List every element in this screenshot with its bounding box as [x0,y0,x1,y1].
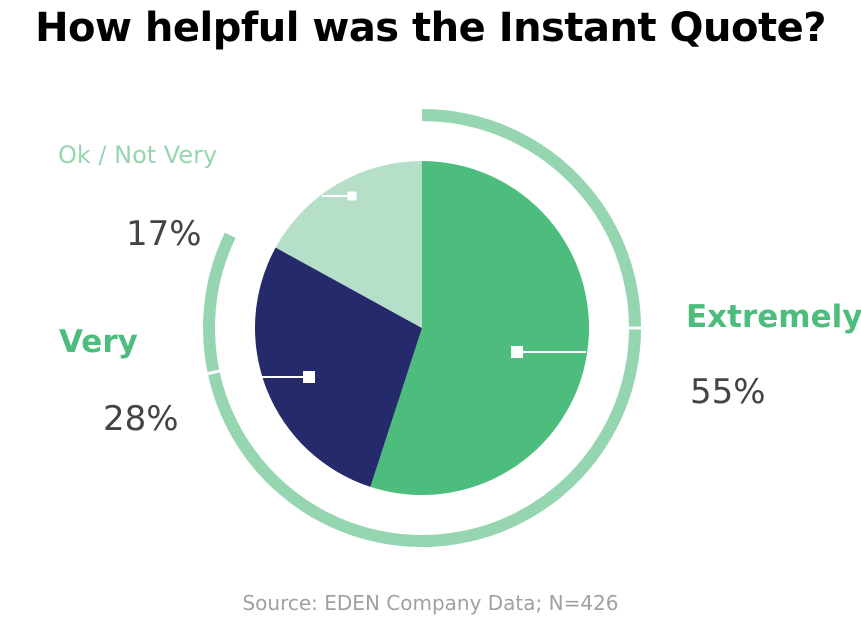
leader-marker-ok-not-very [347,191,357,201]
pie-slice-extremely [370,161,589,496]
leader-marker-very [303,371,315,383]
label-extremely: Extremely [686,299,861,335]
ring-tick-2 [201,368,226,377]
value-label-ok-not-very: 17% [126,214,202,254]
chart-title: How helpful was the Instant Quote? [35,5,826,51]
leader-lines [262,191,586,383]
label-very: Very [59,324,138,360]
source-note: Source: EDEN Company Data; N=426 [242,591,619,615]
value-label-extremely: 55% [690,372,766,412]
outer-ring [201,109,647,547]
value-label-very: 28% [103,399,179,439]
pie-slices [255,161,589,496]
label-ok-not-very: Ok / Not Very [58,141,218,169]
outer-ring-arc [203,109,641,547]
pie-slice-ok-not-very [275,161,422,328]
pie-slice-very [255,247,422,487]
leader-marker-extremely [511,346,523,358]
